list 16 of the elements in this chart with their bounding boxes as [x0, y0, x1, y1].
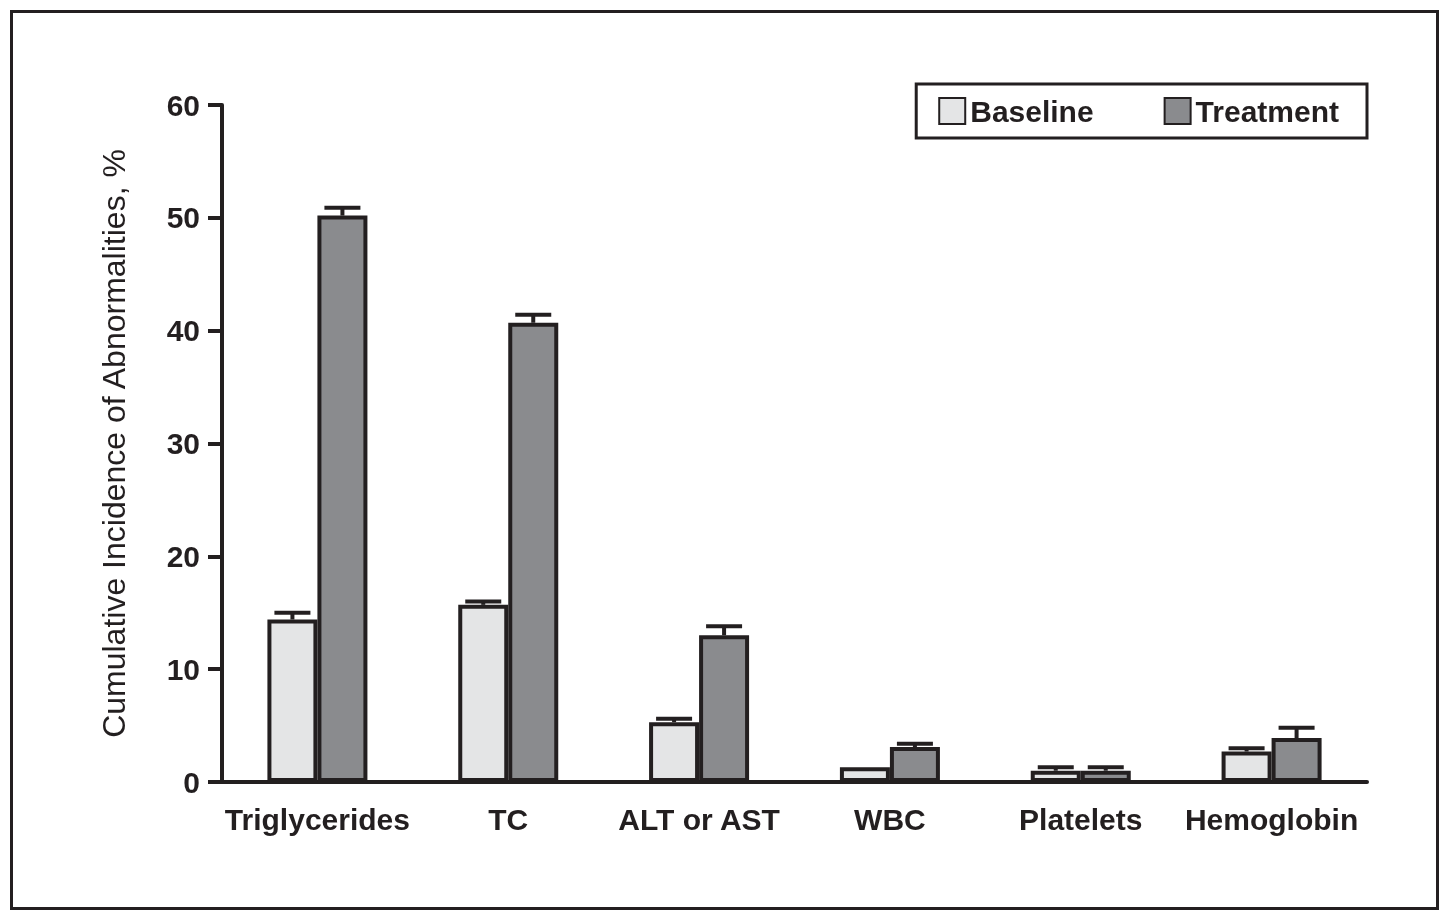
legend-label: Baseline — [970, 94, 1094, 128]
x-tick-label: ALT or AST — [618, 802, 780, 836]
legend-label: Treatment — [1195, 94, 1340, 128]
x-tick-label: WBC — [854, 802, 926, 836]
y-tick-label: 20 — [166, 539, 200, 573]
x-tick-label: Platelets — [1019, 802, 1143, 836]
x-tick-label: Triglycerides — [224, 802, 410, 836]
y-tick-label: 60 — [166, 88, 200, 122]
y-axis-title: Cumulative Incidence of Abnormalities, % — [96, 149, 132, 738]
y-tick-label: 10 — [166, 652, 200, 686]
y-tick-label: 50 — [166, 201, 200, 235]
y-tick-label: 0 — [183, 765, 200, 799]
y-tick-label: 40 — [166, 314, 200, 348]
y-tick-label: 30 — [166, 427, 200, 460]
x-tick-label: TC — [488, 802, 529, 836]
x-tick-label: Hemoglobin — [1184, 802, 1359, 836]
